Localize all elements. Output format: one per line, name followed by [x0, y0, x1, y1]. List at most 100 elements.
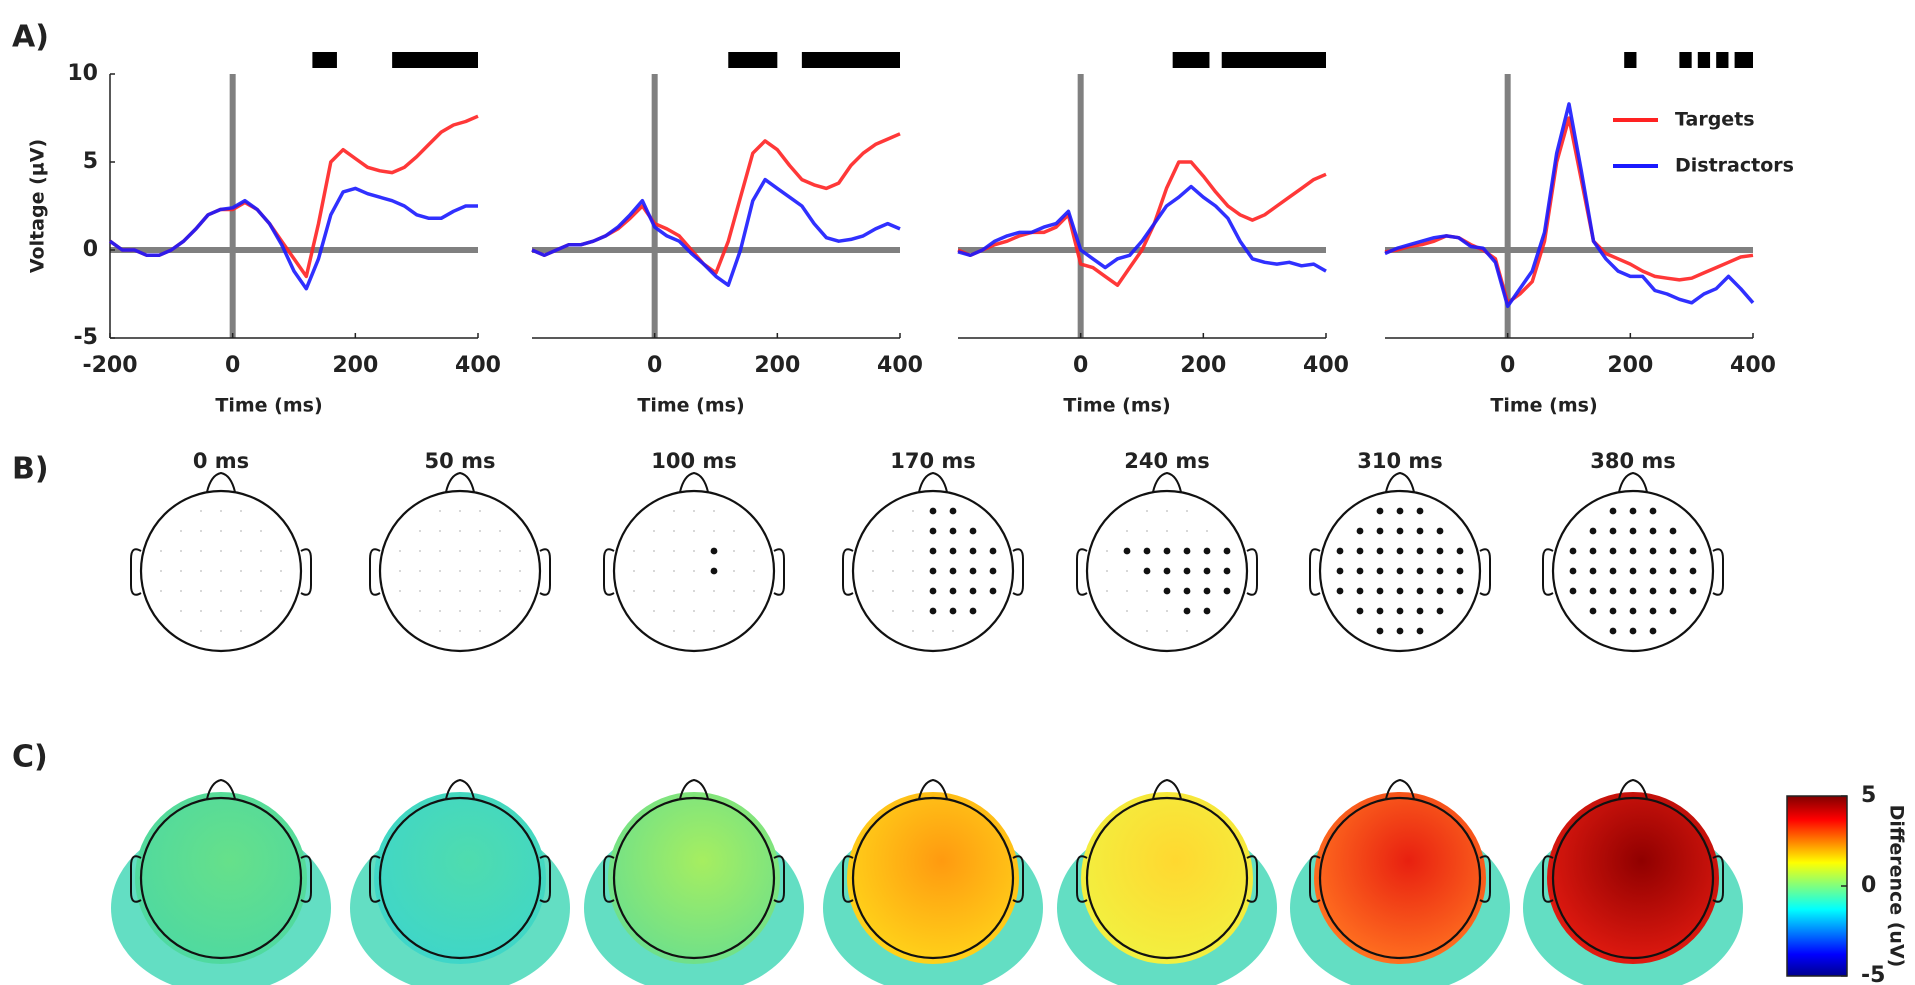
electrode	[872, 550, 874, 552]
head-ear	[1309, 548, 1321, 596]
electrode	[1376, 507, 1384, 515]
electrode	[633, 590, 635, 592]
electrode	[1609, 567, 1617, 575]
x-tick-label: 400	[1303, 353, 1349, 378]
electrode	[1376, 587, 1384, 595]
electrode	[200, 630, 202, 632]
panel-label: B)	[12, 452, 49, 487]
head-ear	[300, 855, 312, 903]
electrode	[892, 610, 894, 612]
electrode	[160, 590, 162, 592]
head-ear	[300, 548, 312, 596]
head-outline	[1085, 796, 1249, 960]
electrode	[929, 567, 937, 575]
electrode	[949, 607, 957, 615]
electrode	[1126, 610, 1128, 612]
head-nose	[1618, 471, 1648, 493]
electrode	[1223, 547, 1231, 555]
electrode	[733, 610, 735, 612]
electrode	[929, 547, 937, 555]
electrode	[439, 610, 441, 612]
electrode	[912, 610, 914, 612]
electrode	[1183, 547, 1191, 555]
electrode	[693, 550, 695, 552]
significance-bar	[1172, 52, 1210, 68]
x-tick-label: 0	[225, 353, 240, 378]
series-line	[957, 160, 1327, 287]
electrode	[260, 590, 262, 592]
topomap-time: 50 ms	[425, 449, 496, 473]
electrode	[419, 570, 421, 572]
electrode	[479, 570, 481, 572]
topomap-time: 100 ms	[651, 449, 737, 473]
electrode	[1629, 607, 1637, 615]
electrode	[459, 550, 461, 552]
head-nose	[445, 778, 475, 800]
electrode	[1649, 627, 1657, 635]
electrode	[459, 590, 461, 592]
electrode	[1396, 627, 1404, 635]
electrode	[733, 530, 735, 532]
x-tick-label: 200	[332, 353, 378, 378]
electrode	[1336, 587, 1344, 595]
electrode	[673, 510, 675, 512]
electrode	[733, 590, 735, 592]
topomap-time: 170 ms	[890, 449, 976, 473]
topomap-fill	[1081, 792, 1253, 964]
electrode	[1436, 567, 1444, 575]
series-line	[1384, 116, 1754, 305]
electrode	[419, 610, 421, 612]
electrode	[240, 510, 242, 512]
head-outline	[139, 489, 303, 653]
head-outline	[1085, 489, 1249, 653]
electrode	[1396, 587, 1404, 595]
electrode	[1183, 587, 1191, 595]
head-ear	[369, 548, 381, 596]
electrode	[499, 570, 501, 572]
electrode	[693, 530, 695, 532]
electrode	[1569, 547, 1577, 555]
x-tick-label: 0	[1500, 353, 1515, 378]
electrode	[519, 570, 521, 572]
electrode	[1436, 547, 1444, 555]
electrode	[1649, 527, 1657, 535]
electrode	[1416, 587, 1424, 595]
electrode	[479, 510, 481, 512]
electrode	[1163, 567, 1171, 575]
head-outline	[1318, 796, 1482, 960]
significance-bar	[1734, 52, 1753, 68]
head-nose	[206, 471, 236, 493]
electrode	[1589, 567, 1597, 575]
head-ear	[1712, 855, 1724, 903]
head-ear	[1542, 855, 1554, 903]
electrode	[969, 607, 977, 615]
electrode	[459, 630, 461, 632]
significance-bar	[312, 52, 337, 68]
electrode	[1396, 607, 1404, 615]
electrode	[180, 590, 182, 592]
electrode	[912, 590, 914, 592]
electrode	[653, 610, 655, 612]
significance-bar	[392, 52, 478, 68]
electrode	[673, 530, 675, 532]
electrode	[519, 590, 521, 592]
colorbar-tick-label: 0	[1861, 873, 1876, 898]
x-tick-label: 200	[754, 353, 800, 378]
electrode	[1356, 607, 1364, 615]
electrode	[1166, 630, 1168, 632]
electrode	[693, 630, 695, 632]
head-nose	[918, 471, 948, 493]
head-ear	[539, 855, 551, 903]
legend-label: Targets	[1675, 109, 1755, 131]
electrode	[1689, 567, 1697, 575]
electrode	[220, 530, 222, 532]
electrode	[1669, 567, 1677, 575]
x-axis-label: Time (ms)	[637, 395, 744, 417]
electrode	[180, 550, 182, 552]
electrode	[439, 570, 441, 572]
electrode	[1166, 530, 1168, 532]
topomap-fill	[135, 792, 307, 964]
electrode	[1629, 627, 1637, 635]
electrode	[892, 530, 894, 532]
